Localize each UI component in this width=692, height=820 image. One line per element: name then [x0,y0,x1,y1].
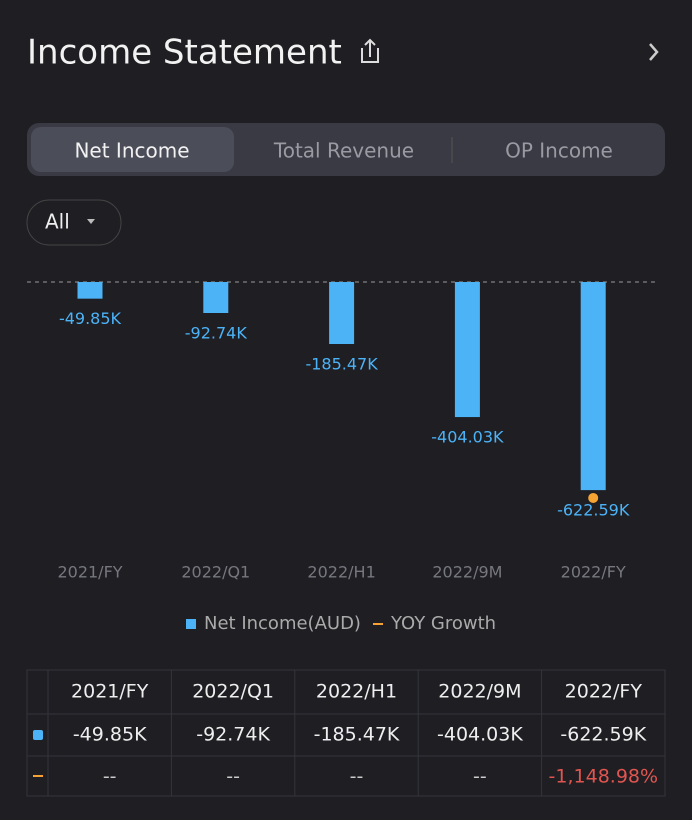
legend-swatch [186,619,196,629]
bar [77,282,103,299]
tab-label[interactable]: Total Revenue [273,139,414,163]
title: Income Statement [27,33,342,73]
x-tick-label: 2022/FY [561,563,626,582]
tab-label[interactable]: OP Income [505,139,613,163]
table-cell: -92.74K [196,724,270,746]
chevron[interactable] [649,43,659,61]
table-header: 2022/FY [565,681,643,703]
table-cell: -185.47K [314,724,400,746]
x-tick-label: 2022/Q1 [181,563,250,582]
bar [454,282,480,418]
table-cell: -622.59K [560,724,646,746]
data-label: -92.74K [185,324,248,343]
data-label: -49.85K [59,309,122,328]
filter-dropdown[interactable] [26,199,122,246]
bar [203,282,229,314]
x-tick-label: 2021/FY [57,563,122,582]
x-tick-label: 2022/H1 [307,563,375,582]
tab-label[interactable]: Net Income [74,139,189,163]
table-cell: -1,148.98% [549,766,659,788]
data-label: -622.59K [557,501,630,520]
table-cell: -- [103,766,117,788]
bar [329,282,355,344]
table-header: 2021/FY [71,681,149,703]
legend-label: YOY Growth [390,613,496,634]
table-border [26,669,666,797]
data-label: -185.47K [305,354,378,373]
row-icon [33,730,43,740]
x-tick-label: 2022/9M [432,563,502,582]
dropdown-arrow [87,219,95,224]
table-header: 2022/9M [438,681,521,703]
filter-label: All [45,210,70,234]
table-cell: -- [350,766,364,788]
table-cell: -- [226,766,240,788]
tab-selected-bg [31,127,234,172]
legend-label: Net Income(AUD) [204,613,361,634]
data-label: -404.03K [431,428,504,447]
table-header: 2022/H1 [316,681,397,703]
growth-point [588,492,599,503]
bar [580,282,606,491]
table-header: 2022/Q1 [192,681,274,703]
table-cell: -49.85K [73,724,147,746]
table-cell: -404.03K [437,724,523,746]
share-icon[interactable] [361,38,379,63]
table-cell: -- [473,766,487,788]
